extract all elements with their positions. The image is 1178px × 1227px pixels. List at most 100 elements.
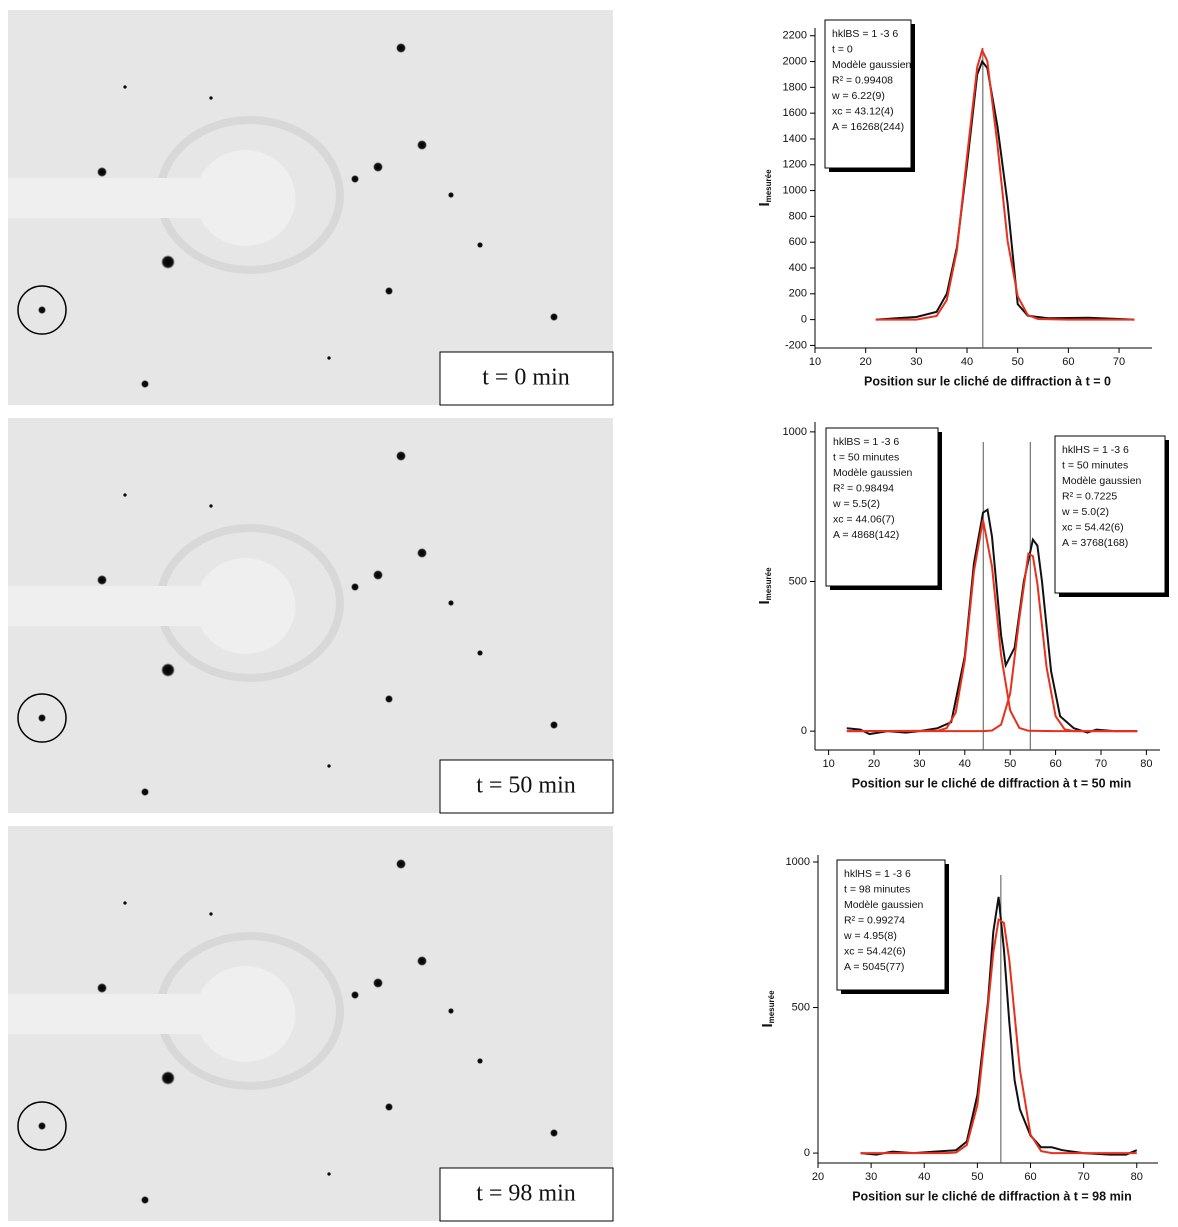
spot [97,575,107,585]
x-tick-label: 80 [1131,1171,1143,1183]
y-tick-label: 0 [801,314,807,326]
y-axis-title: Imesurée [759,990,776,1028]
spot [550,313,558,321]
y-tick-label: 1000 [783,426,807,438]
x-tick-label: 20 [868,758,880,770]
annotation: hklBS = 1 -3 6 t = 50 minutes Modèle gauss… [832,436,913,541]
annotation-line: w = 5.0(2) [1061,506,1109,518]
beam-stop [8,966,296,1062]
x-tick-label: 80 [1140,758,1152,770]
spot [373,978,383,988]
annotation: hklHS = 1 -3 6 t = 98 minutes Modèle gauss… [843,868,924,973]
spot [161,1071,175,1085]
x-tick-label: 30 [865,1171,877,1183]
spot [550,721,558,729]
y-tick-label: 0 [804,1147,810,1159]
annotation-line: xc = 54.42(6) [844,945,906,957]
y-tick-label: 500 [792,1001,810,1013]
spot [550,1129,558,1137]
x-axis-title: Position sur le cliché de diffraction à … [864,374,1111,388]
series-line [875,47,1135,321]
spot [209,912,213,916]
spot [38,306,46,314]
spot [477,1058,483,1064]
y-tick-label: 1600 [783,107,807,119]
series-line [846,552,1138,733]
annotation-box [824,19,912,169]
y-tick-label: 1400 [783,133,807,145]
spot [373,162,383,172]
y-tick-label: 2200 [783,30,807,42]
spot [141,380,149,388]
x-tick-label: 30 [910,356,922,368]
annotation-line: A = 16268(244) [832,121,904,133]
annotation-line: Modèle gaussien [1062,475,1142,487]
spot [396,859,406,869]
label-box [439,759,614,814]
spot [385,287,393,295]
y-tick-label: 200 [789,288,807,300]
spot [123,901,127,905]
annotation-line: A = 4868(142) [833,529,899,541]
spot [327,764,331,768]
spot [417,956,427,966]
beam-stop [8,558,296,654]
x-tick-label: 40 [918,1171,930,1183]
annotation-line: t = 98 minutes [844,883,910,895]
image-label: t = 50 min [476,773,576,799]
marker-circle [17,1101,67,1151]
annotation-box [1054,435,1166,594]
spot [97,983,107,993]
y-axis-title-sub: mesurée [767,990,776,1023]
spot [123,85,127,89]
annotation-line: A = 3768(168) [1062,537,1128,549]
spot [327,1172,331,1176]
spot [38,1122,46,1130]
spot [448,600,454,606]
spot [123,493,127,497]
y-tick-label: 2000 [783,55,807,67]
y-axis-title: Imesurée [756,169,773,207]
y-tick-label: 0 [801,725,807,737]
y-axis-title-main: I [756,600,773,604]
annotation-line: R² = 0.98494 [833,482,894,494]
series-line [846,519,1138,733]
beam-stop [8,150,296,247]
spot [351,175,359,183]
y-axis-title-main: I [759,1023,776,1027]
annotation-line: hklHS = 1 -3 6 [844,868,911,880]
x-tick-label: 20 [860,356,872,368]
y-tick-label: 400 [789,262,807,274]
spot [448,1008,454,1014]
annotation-line: t = 50 minutes [1062,459,1128,471]
annotation-line: t = 50 minutes [833,451,899,463]
x-tick-label: 60 [1049,758,1061,770]
spot [396,43,406,53]
annotation-line: Modèle gaussien [832,59,912,71]
x-tick-label: 50 [1012,356,1024,368]
y-axis-title-sub: mesurée [764,169,773,202]
spot [385,695,393,703]
spot [351,991,359,999]
x-tick-label: 30 [913,758,925,770]
annotation-line: hklHS = 1 -3 6 [1062,444,1129,456]
annotation-box [836,859,946,991]
spot [351,583,359,591]
y-axis-title-main: I [756,202,773,206]
annotation-line: Modèle gaussien [833,467,913,479]
spot [417,548,427,558]
annotation: hklBS = 1 -3 6 t = 0 Modèle gaussien R² = 0… [831,28,912,133]
spot [161,663,175,677]
y-tick-label: 1800 [783,81,807,93]
annotation: hklHS = 1 -3 6 t = 50 minutes Modèle gauss… [1061,444,1142,549]
annotation-line: hklBS = 1 -3 6 [832,28,898,40]
x-tick-label: 60 [1024,1171,1036,1183]
spot [477,650,483,656]
marker-circle [17,285,67,335]
series-line [860,917,1137,1155]
annotation-line: R² = 0.7225 [1062,490,1117,502]
spot [477,242,483,248]
x-tick-label: 70 [1113,356,1125,368]
